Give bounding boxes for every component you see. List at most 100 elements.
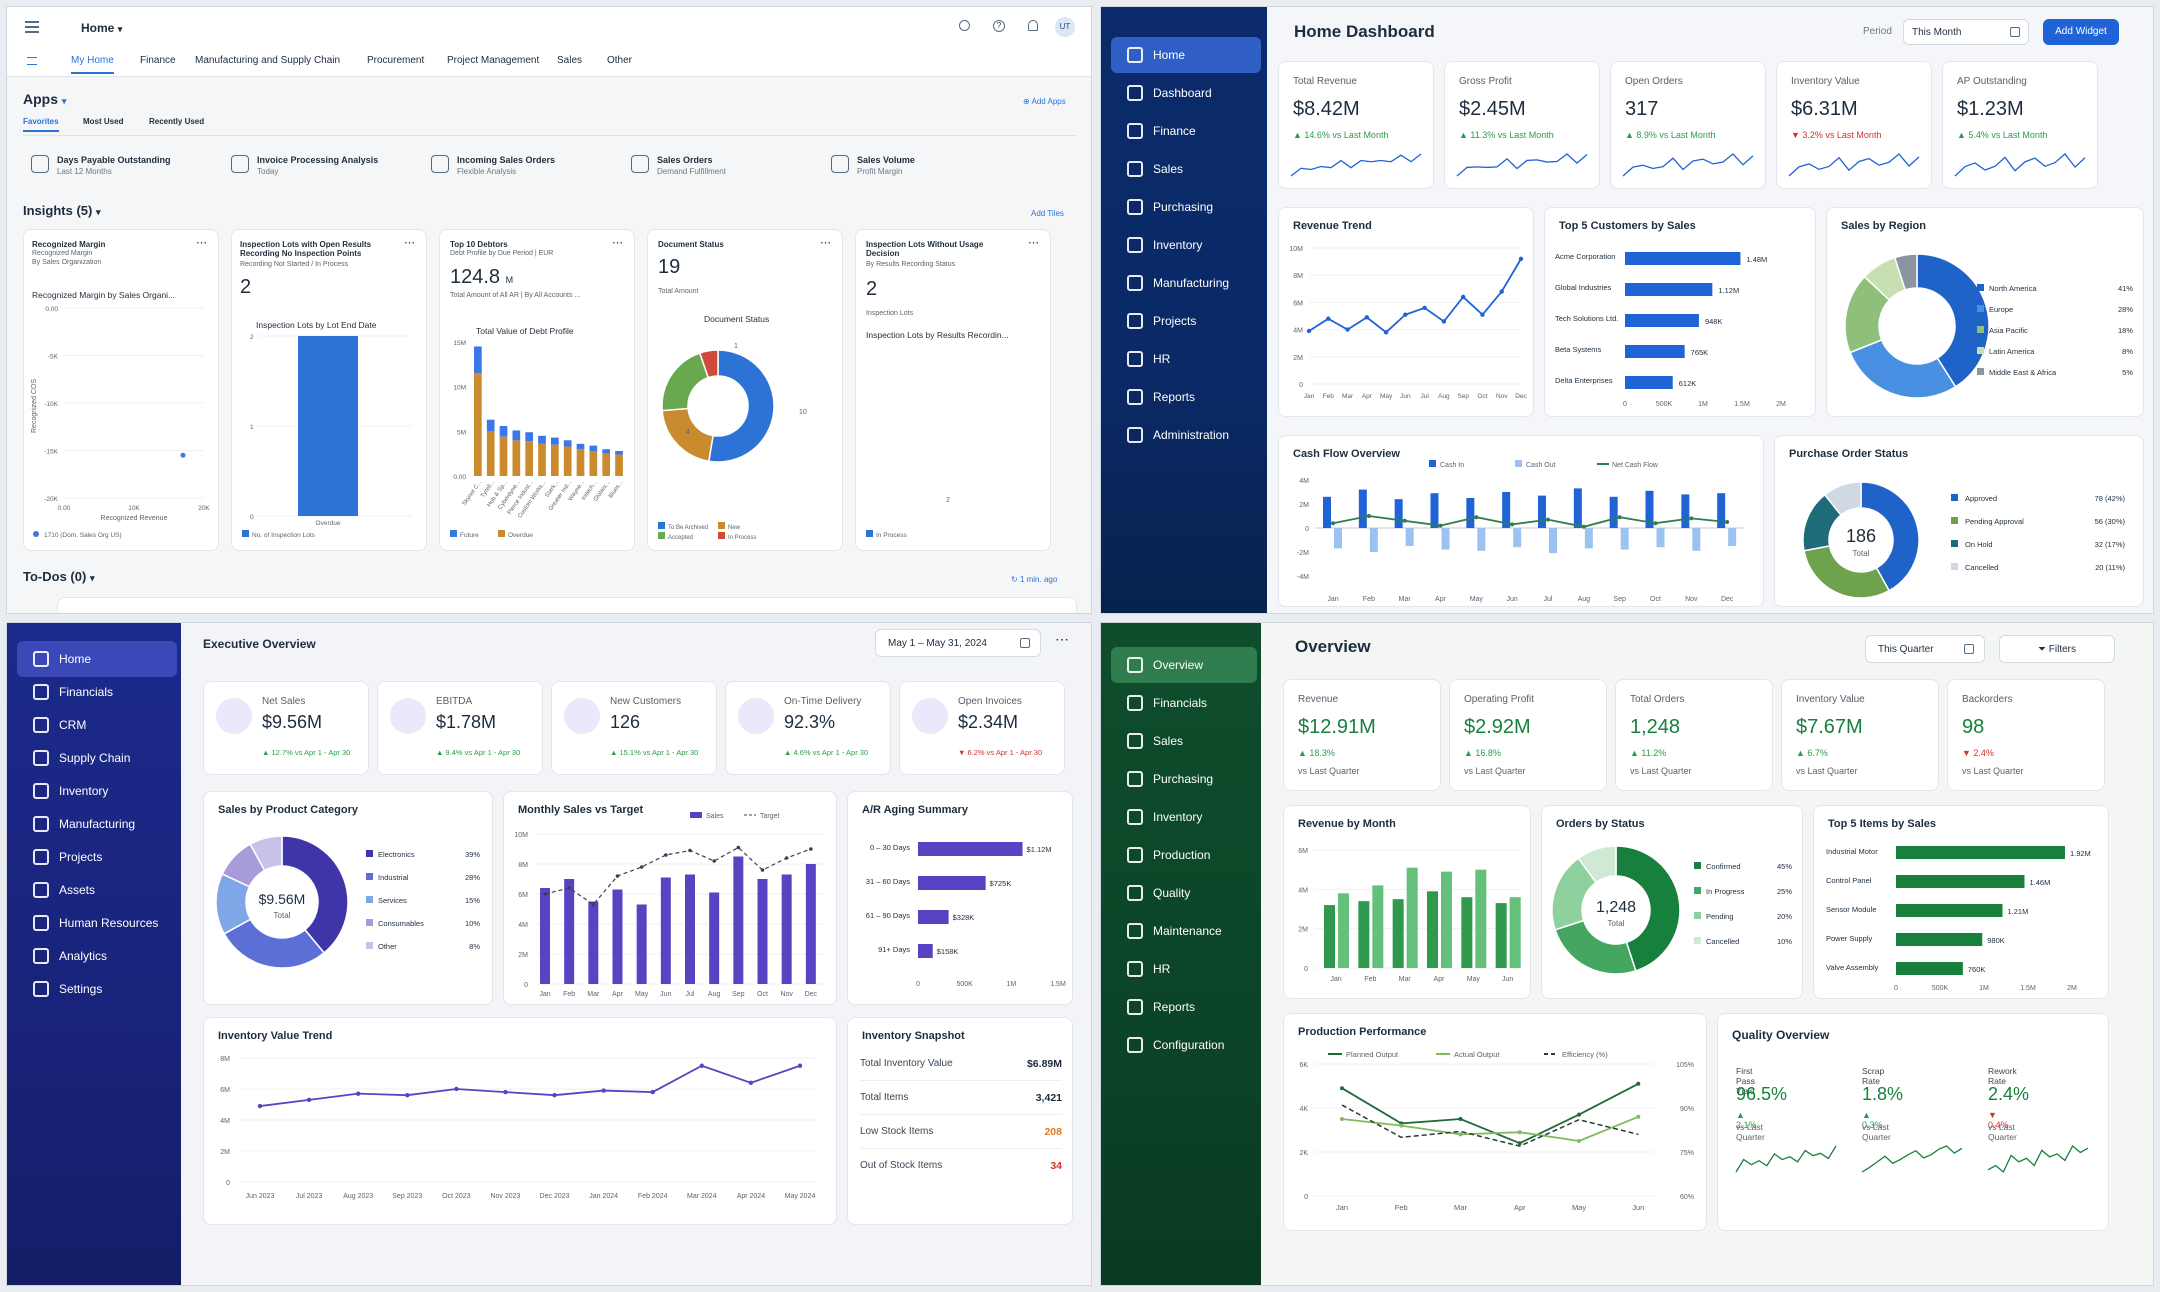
- nav-item-finance[interactable]: Finance: [1111, 113, 1261, 149]
- bar-cash-out[interactable]: [1513, 528, 1522, 548]
- bar-cash-out[interactable]: [1441, 528, 1450, 550]
- bar[interactable]: [1896, 904, 2003, 917]
- bar-overdue[interactable]: [563, 446, 572, 476]
- bar[interactable]: [918, 876, 986, 890]
- line-point[interactable]: [405, 1093, 410, 1098]
- line-point[interactable]: [1458, 1117, 1463, 1121]
- line-point[interactable]: [1689, 516, 1694, 521]
- line-actual[interactable]: [1341, 1115, 1639, 1142]
- bar-future[interactable]: [499, 425, 508, 437]
- nav-item-analytics[interactable]: Analytics: [17, 938, 177, 974]
- bar-future[interactable]: [512, 430, 521, 441]
- insight-card-recognized-margin[interactable]: Recognized Margin Recognized Margin By S…: [23, 229, 219, 551]
- bar[interactable]: [733, 856, 744, 985]
- bar[interactable]: [588, 901, 599, 985]
- bar-cash-in[interactable]: [1645, 490, 1654, 528]
- target-point[interactable]: [712, 859, 716, 863]
- nav-item-production[interactable]: Production: [1111, 837, 1257, 873]
- period-select[interactable]: This Quarter: [1865, 635, 1985, 663]
- bar[interactable]: [660, 877, 671, 985]
- line-point[interactable]: [1422, 305, 1427, 311]
- app-tile-0[interactable]: Days Payable Outstanding Last 12 Months: [31, 151, 221, 183]
- nav-item-projects[interactable]: Projects: [1111, 303, 1261, 339]
- target-point[interactable]: [567, 886, 571, 890]
- bar[interactable]: [1625, 314, 1699, 327]
- bar[interactable]: [685, 874, 695, 985]
- bar-overdue[interactable]: [576, 449, 585, 476]
- bar-cash-out[interactable]: [1584, 528, 1593, 549]
- line-point[interactable]: [1577, 1112, 1582, 1117]
- app-tile-3[interactable]: Sales Orders Demand Fulfillment: [631, 151, 821, 183]
- bar-cash-in[interactable]: [1538, 495, 1546, 528]
- bar[interactable]: [612, 889, 623, 985]
- line-point[interactable]: [1441, 319, 1447, 324]
- donut-slice[interactable]: [1615, 845, 1681, 972]
- bar-cash-in[interactable]: [1323, 496, 1331, 528]
- line-point[interactable]: [1499, 289, 1504, 294]
- donut-slice[interactable]: [661, 352, 710, 412]
- line-planned[interactable]: [1341, 1083, 1639, 1145]
- add-apps-link[interactable]: ⊕ Add Apps: [1023, 97, 1066, 106]
- bar-cash-in[interactable]: [1573, 488, 1582, 528]
- line-point[interactable]: [1403, 312, 1408, 317]
- bar-cash-in[interactable]: [1358, 489, 1367, 528]
- tab-other[interactable]: Other: [607, 55, 633, 66]
- line-point[interactable]: [1517, 1141, 1522, 1146]
- bar-cash-out[interactable]: [1692, 528, 1701, 551]
- add-widget-button[interactable]: Add Widget: [2043, 19, 2119, 45]
- bar-future[interactable]: [615, 450, 623, 455]
- bar-cash-out[interactable]: [1549, 528, 1557, 554]
- bar-overdue[interactable]: [525, 441, 534, 476]
- target-point[interactable]: [543, 892, 547, 896]
- donut-slice[interactable]: [1823, 481, 1862, 517]
- apps-tab-most-used[interactable]: Most Used: [83, 117, 124, 126]
- tab-procurement[interactable]: Procurement: [367, 55, 425, 66]
- nav-item-manufacturing[interactable]: Manufacturing: [1111, 265, 1261, 301]
- bar-cash-in[interactable]: [1681, 494, 1690, 528]
- more-icon[interactable]: ⋯: [612, 237, 623, 249]
- line-point[interactable]: [257, 1103, 263, 1109]
- line-point[interactable]: [1331, 521, 1335, 526]
- line-point[interactable]: [355, 1091, 361, 1096]
- bar-cash-in[interactable]: [1502, 492, 1511, 528]
- nav-item-maintenance[interactable]: Maintenance: [1111, 913, 1257, 949]
- bar-future[interactable]: [576, 443, 585, 450]
- bar-series-b[interactable]: [1475, 869, 1487, 968]
- target-point[interactable]: [664, 853, 668, 857]
- line-point[interactable]: [1458, 1132, 1463, 1137]
- date-range-select[interactable]: May 1 – May 31, 2024: [875, 629, 1041, 657]
- line-series[interactable]: [1332, 515, 1728, 528]
- line-point[interactable]: [699, 1063, 705, 1068]
- bar[interactable]: [1625, 345, 1685, 358]
- bar-series-b[interactable]: [1406, 867, 1418, 968]
- bar[interactable]: [781, 874, 792, 985]
- nav-item-hr[interactable]: HR: [1111, 341, 1261, 377]
- bar-overdue[interactable]: [538, 443, 546, 476]
- bar[interactable]: [1896, 962, 1963, 975]
- line-efficiency[interactable]: [1341, 1104, 1639, 1147]
- donut-slice[interactable]: [1849, 339, 1957, 399]
- bar-series-b[interactable]: [1441, 871, 1452, 968]
- target-point[interactable]: [784, 856, 789, 860]
- nav-item-dashboard[interactable]: Dashboard: [1111, 75, 1261, 111]
- nav-item-projects[interactable]: Projects: [17, 839, 177, 875]
- target-line[interactable]: [544, 846, 812, 906]
- bar-cash-in[interactable]: [1430, 493, 1439, 528]
- donut-slice[interactable]: [1916, 253, 1990, 388]
- bar-series-a[interactable]: [1461, 897, 1473, 968]
- bar-cash-out[interactable]: [1728, 528, 1737, 546]
- line-point[interactable]: [650, 1089, 655, 1095]
- bar-cash-in[interactable]: [1394, 499, 1403, 528]
- line-point[interactable]: [1517, 1130, 1522, 1135]
- more-icon[interactable]: ⋯: [1028, 237, 1039, 249]
- line-point[interactable]: [1653, 521, 1658, 526]
- line-point[interactable]: [1474, 515, 1479, 520]
- bar[interactable]: [757, 879, 768, 984]
- apps-tab-favorites[interactable]: Favorites: [23, 117, 59, 132]
- bar[interactable]: [1896, 875, 2025, 888]
- bar-overdue[interactable]: [474, 373, 482, 476]
- nav-item-hr[interactable]: HR: [1111, 951, 1257, 987]
- line-point[interactable]: [1438, 523, 1443, 528]
- bar[interactable]: [709, 892, 720, 985]
- line-point[interactable]: [1725, 520, 1730, 524]
